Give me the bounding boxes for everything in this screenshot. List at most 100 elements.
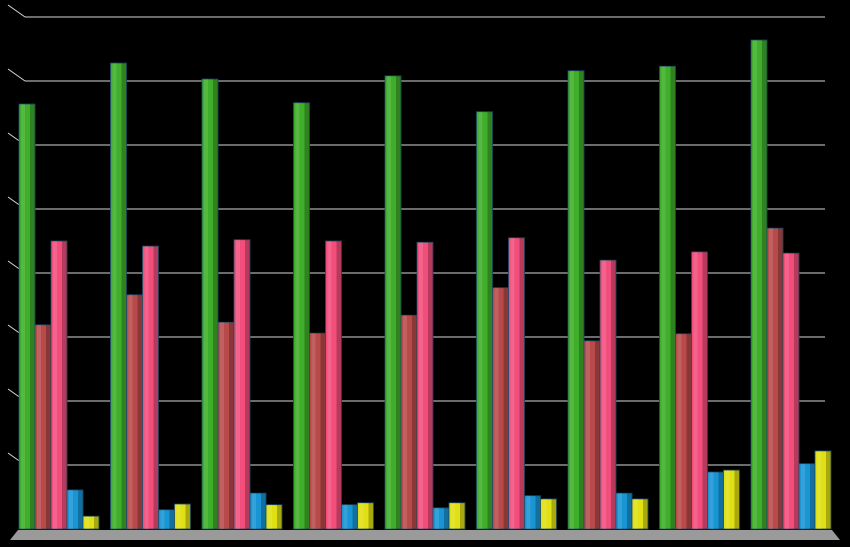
- bar-side: [245, 239, 250, 529]
- bar-side: [153, 246, 159, 529]
- grid-line-depth: [7, 4, 26, 18]
- bar-side: [595, 340, 600, 529]
- bar-highlight: [510, 237, 515, 530]
- bar-highlight: [753, 40, 757, 529]
- bar-side: [46, 324, 51, 529]
- bar-highlight: [725, 470, 730, 529]
- bar-highlight: [359, 502, 364, 529]
- bar: [567, 70, 585, 530]
- bar-highlight: [387, 75, 391, 529]
- bar-highlight: [618, 493, 622, 529]
- bar-side: [261, 493, 266, 529]
- bar-highlight: [176, 504, 181, 529]
- bar-side: [368, 502, 374, 529]
- bar: [448, 502, 466, 530]
- bar-highlight: [801, 463, 805, 529]
- bar-side: [503, 287, 509, 529]
- bar-side: [794, 253, 799, 529]
- bar: [174, 503, 191, 530]
- bar: [659, 65, 676, 530]
- bar: [50, 240, 68, 530]
- bar-highlight: [419, 242, 423, 529]
- bar-highlight: [204, 79, 208, 529]
- bar: [293, 102, 310, 530]
- bar-side: [460, 502, 465, 529]
- bar-side: [826, 450, 831, 529]
- bar-highlight: [144, 246, 149, 529]
- bar-side: [185, 504, 191, 529]
- bar-highlight: [53, 241, 57, 529]
- bar-side: [734, 470, 740, 529]
- bar-side: [718, 472, 724, 529]
- bar-highlight: [69, 489, 73, 529]
- bar-side: [611, 260, 616, 529]
- bar: [540, 498, 557, 530]
- bar-side: [686, 333, 692, 529]
- bar-side: [277, 504, 282, 529]
- grid-line-depth: [7, 68, 26, 82]
- bar: [723, 469, 740, 530]
- bar-highlight: [677, 333, 682, 529]
- bar-highlight: [403, 315, 407, 529]
- bar-side: [670, 66, 676, 529]
- bar-side: [519, 237, 525, 530]
- bar-side: [304, 102, 310, 529]
- bar: [142, 245, 159, 530]
- bar-highlight: [661, 66, 666, 529]
- bar-highlight: [526, 495, 531, 529]
- bar-highlight: [252, 493, 256, 529]
- bar-highlight: [494, 287, 499, 529]
- bar-side: [396, 75, 401, 529]
- bar: [357, 502, 374, 530]
- bar-side: [810, 463, 815, 529]
- bar: [814, 450, 832, 530]
- bar: [265, 504, 283, 530]
- bar-highlight: [268, 504, 272, 529]
- bar-highlight: [709, 472, 714, 529]
- bar: [416, 241, 434, 530]
- bar-side: [627, 493, 632, 529]
- bar-highlight: [451, 502, 455, 529]
- bar-side: [213, 79, 218, 529]
- bar: [66, 489, 84, 530]
- bar-highlight: [693, 251, 698, 529]
- bar-side: [487, 111, 493, 529]
- bar-side: [94, 516, 99, 529]
- bar-side: [320, 333, 326, 529]
- floor: [10, 530, 840, 540]
- bar-highlight: [295, 102, 300, 529]
- bar-side: [535, 495, 541, 529]
- bar-side: [30, 104, 35, 529]
- bar-side: [336, 241, 342, 529]
- bar-side: [412, 315, 417, 529]
- bar-highlight: [236, 239, 240, 529]
- bar-side: [579, 70, 584, 529]
- bar-side: [643, 498, 648, 529]
- bar-highlight: [220, 322, 224, 529]
- bar: [384, 75, 402, 530]
- bar-highlight: [602, 260, 606, 529]
- bar-highlight: [586, 340, 590, 529]
- bar-side: [428, 242, 433, 529]
- bar-highlight: [785, 253, 789, 529]
- bar-highlight: [634, 498, 638, 529]
- bar-side: [702, 251, 708, 529]
- bar-highlight: [542, 498, 547, 529]
- bar-highlight: [85, 516, 89, 529]
- bar: [201, 78, 219, 530]
- bar-highlight: [435, 507, 439, 529]
- bar-side: [778, 228, 783, 529]
- bar-highlight: [160, 509, 165, 529]
- bar-highlight: [769, 228, 773, 529]
- bar-side: [62, 241, 67, 529]
- bar-side: [229, 322, 234, 529]
- bar: [631, 498, 649, 530]
- bar: [233, 239, 251, 530]
- bar: [18, 103, 36, 530]
- bar-highlight: [327, 241, 332, 529]
- bar-highlight: [112, 63, 117, 530]
- bar-highlight: [478, 111, 483, 529]
- bar-highlight: [817, 450, 821, 529]
